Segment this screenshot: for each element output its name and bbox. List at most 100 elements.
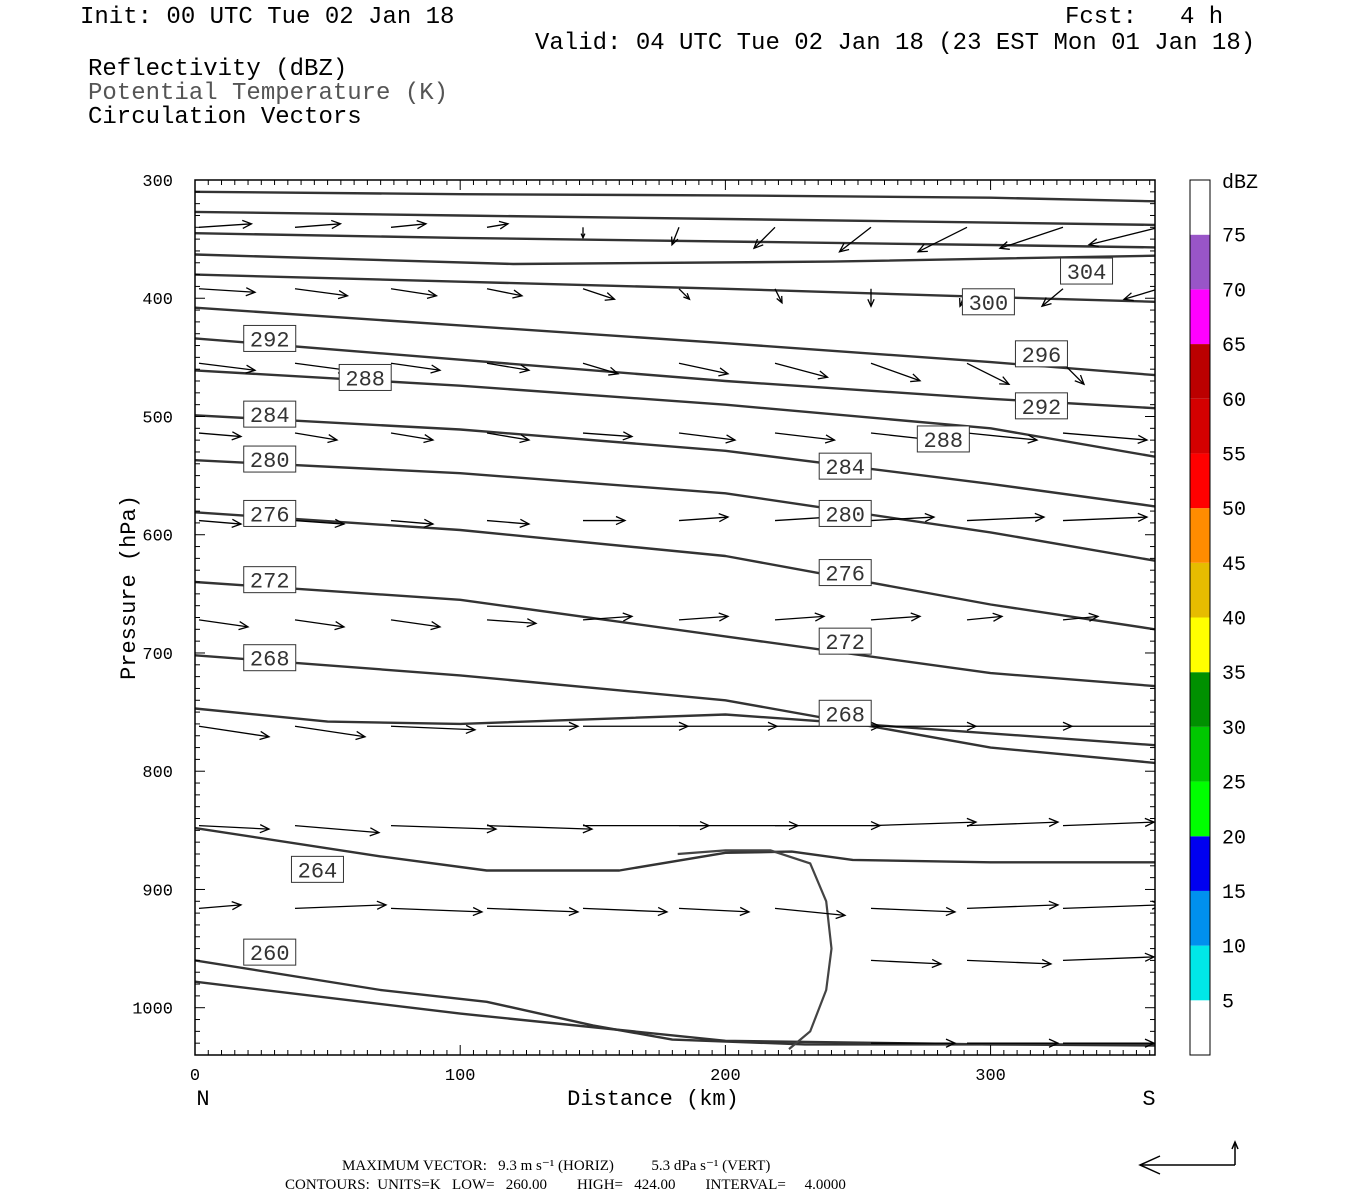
circulation-vector (582, 612, 634, 622)
circulation-vector (198, 518, 243, 528)
colorbar-label: 50 (1222, 499, 1246, 522)
circulation-vector (390, 362, 442, 374)
x-tick-label: 300 (975, 1067, 1006, 1086)
circulation-vector (1062, 432, 1149, 444)
svg-text:272: 272 (250, 570, 290, 595)
y-tick-label: 900 (142, 882, 173, 901)
isentrope-label: 276 (818, 559, 872, 588)
colorbar-label: 55 (1222, 444, 1246, 467)
y-tick-label: 400 (142, 291, 173, 310)
circulation-vector (1063, 725, 1155, 727)
svg-text:292: 292 (250, 328, 290, 353)
circulation-vector (486, 618, 538, 628)
circulation-vector (678, 362, 730, 377)
circulation-vector (966, 958, 1053, 969)
svg-text:276: 276 (825, 563, 865, 588)
valid-time: Valid: 04 UTC Tue 02 Jan 18 (23 EST Mon … (535, 30, 1256, 57)
svg-text:288: 288 (345, 367, 385, 392)
circulation-vector (671, 227, 680, 247)
isentrope-line (195, 414, 1155, 508)
circulation-vector (486, 824, 594, 834)
circulation-vector (870, 817, 978, 828)
circulation-vector (390, 518, 435, 528)
south-label: S (1142, 1087, 1155, 1112)
colorbar-title: dBZ (1222, 172, 1258, 195)
isentrope-label: 276 (243, 499, 297, 528)
circulation-vector (486, 906, 580, 917)
svg-text:280: 280 (825, 503, 865, 528)
circulation-vector (870, 362, 922, 383)
footer-max-vector: MAXIMUM VECTOR: 9.3 m s⁻¹ (HORIZ) 5.3 dP… (342, 1158, 771, 1174)
isentrope-line (195, 707, 1155, 747)
circulation-vector (774, 362, 830, 380)
circulation-vector (774, 907, 847, 920)
circulation-vector (966, 900, 1060, 910)
y-tick-label: 300 (142, 173, 173, 192)
svg-text:260: 260 (250, 942, 290, 967)
circulation-vector (967, 721, 1074, 731)
svg-text:284: 284 (250, 404, 290, 429)
circulation-vector (583, 515, 627, 526)
isentrope-label: 292 (1014, 392, 1068, 421)
colorbar-label: 5 (1222, 991, 1234, 1014)
circulation-vector (966, 362, 1011, 385)
svg-text:264: 264 (298, 859, 338, 884)
svg-text:296: 296 (1022, 344, 1062, 369)
circulation-vector (294, 619, 346, 631)
circulation-vector (198, 824, 271, 834)
circulation-vector (871, 1038, 957, 1048)
svg-text:288: 288 (924, 429, 964, 454)
y-tick-label: 500 (142, 409, 173, 428)
circulation-vector (966, 612, 1004, 622)
circulation-vector (967, 1038, 1060, 1048)
svg-text:292: 292 (1022, 396, 1062, 421)
colorbar-label: 20 (1222, 827, 1246, 850)
circulation-vector (582, 362, 620, 376)
isentrope-label: 268 (818, 699, 872, 728)
isentrope-line (195, 959, 1155, 1047)
isentrope-line (195, 580, 1155, 688)
circulation-vector (294, 900, 388, 910)
circulation-vector (486, 220, 510, 230)
colorbar-label: 40 (1222, 609, 1246, 632)
circulation-vector (198, 619, 250, 631)
svg-text:276: 276 (250, 503, 290, 528)
circulation-vector (1062, 512, 1149, 523)
circulation-vector (870, 612, 922, 622)
colorbar-label: 10 (1222, 937, 1246, 960)
circulation-vector (198, 431, 243, 441)
colorbar-segment (1190, 398, 1210, 454)
circulation-vector (198, 725, 271, 741)
x-axis-label: Distance (km) (567, 1087, 739, 1112)
y-axis-label: Pressure (hPa) (117, 495, 142, 680)
circulation-vector (966, 817, 1060, 828)
circulation-vector (966, 432, 1039, 444)
circulation-vector (390, 724, 477, 735)
y-tick-label: 700 (142, 646, 173, 665)
colorbar-segment (1190, 890, 1210, 946)
circulation-vector (294, 219, 343, 230)
circulation-vector (1062, 817, 1155, 828)
circulation-vector (487, 721, 580, 731)
colorbar-segment (1190, 945, 1210, 1001)
x-tick-label: 0 (190, 1067, 200, 1086)
isentrope-label: 280 (818, 499, 872, 528)
x-tick-label: 200 (710, 1067, 741, 1086)
circulation-vector (1062, 900, 1155, 910)
circulation-vector (870, 958, 943, 969)
isentrope-label: 284 (818, 452, 872, 481)
isentrope-label: 292 (243, 324, 297, 353)
circulation-vector (294, 288, 350, 300)
circulation-vector (486, 288, 524, 299)
colorbar-segment (1190, 453, 1210, 509)
circulation-vector (582, 288, 617, 301)
svg-text:300: 300 (969, 292, 1009, 317)
y-tick-label: 800 (142, 764, 173, 783)
circulation-vector (486, 362, 531, 374)
svg-text:268: 268 (250, 648, 290, 673)
circulation-vector (916, 226, 968, 253)
isentrope-label: 272 (818, 627, 872, 656)
circulation-vector (486, 432, 531, 444)
circulation-vector (1159, 613, 1194, 621)
circulation-vector (582, 431, 634, 441)
